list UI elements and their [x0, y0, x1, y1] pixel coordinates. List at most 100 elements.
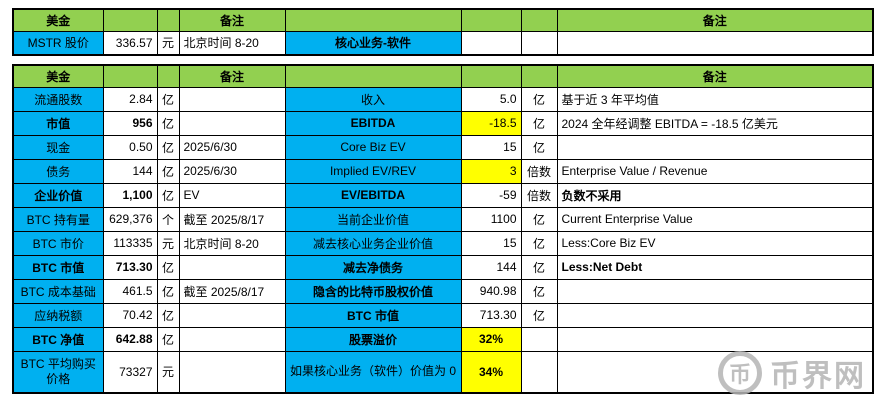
- row-note-cell: [178, 326, 286, 352]
- row-note-cell: [178, 350, 286, 394]
- header-note-right: 备注: [556, 8, 874, 32]
- table-gap: [12, 56, 874, 64]
- mid-value-cell: 34%: [460, 350, 522, 394]
- mid-note-cell: [556, 302, 874, 328]
- mid-label-cell: 股票溢价: [284, 326, 462, 352]
- mid-note-cell: [556, 134, 874, 160]
- empty-header-cell: [460, 8, 522, 32]
- row-unit-cell: 元: [156, 30, 180, 56]
- mid-note-cell: Less:Core Biz EV: [556, 230, 874, 256]
- mid-value-cell: 3: [460, 158, 522, 184]
- header-money: 美金: [12, 64, 104, 88]
- row-unit-cell: 亿: [156, 254, 180, 280]
- row-value-cell: 73327: [102, 350, 158, 394]
- empty-header-cell: [460, 64, 522, 88]
- mid-unit-cell: 亿: [520, 278, 558, 304]
- mid-label-cell: 收入: [284, 86, 462, 112]
- row-value-cell: 956: [102, 110, 158, 136]
- mid-unit-cell: 倍数: [520, 158, 558, 184]
- row-label-cell: BTC 平均购买价格: [12, 350, 104, 394]
- row-label-cell: 企业价值: [12, 182, 104, 208]
- top-table: 美金 备注 备注 MSTR 股价 336.57 元 北京时间 8-20 核心业务…: [12, 8, 874, 56]
- row-label-cell: 应纳税额: [12, 302, 104, 328]
- row-unit-cell: 亿: [156, 302, 180, 328]
- row-unit-cell: 亿: [156, 326, 180, 352]
- mid-unit-cell: [520, 326, 558, 352]
- empty-header-cell: [284, 8, 462, 32]
- row-label-cell: BTC 市价: [12, 230, 104, 256]
- mid-label-cell: Core Biz EV: [284, 134, 462, 160]
- mid-unit-cell: 亿: [520, 254, 558, 280]
- row-label-cell: 流通股数: [12, 86, 104, 112]
- empty-cell: [556, 30, 874, 56]
- mid-unit-cell: 亿: [520, 302, 558, 328]
- mid-value-cell: 5.0: [460, 86, 522, 112]
- empty-header-cell: [520, 64, 558, 88]
- row-note-cell: 截至 2025/8/17: [178, 278, 286, 304]
- mid-label-cell: 减去净债务: [284, 254, 462, 280]
- row-label-cell: BTC 成本基础: [12, 278, 104, 304]
- row-unit-cell: 亿: [156, 86, 180, 112]
- mid-unit-cell: 亿: [520, 134, 558, 160]
- row-note-cell: 北京时间 8-20: [178, 30, 286, 56]
- row-note-cell: 2025/6/30: [178, 134, 286, 160]
- mid-note-cell: 基于近 3 年平均值: [556, 86, 874, 112]
- table-row: BTC 成本基础 461.5 亿截至 2025/8/17 隐含的比特币股权价值 940.…: [12, 278, 874, 304]
- sheet: 美金 备注 备注 MSTR 股价 336.57 元 北京时间 8-20 核心业务…: [12, 8, 874, 394]
- mid-note-cell: Current Enterprise Value: [556, 206, 874, 232]
- row-note-cell: [178, 86, 286, 112]
- empty-cell: [460, 30, 522, 56]
- row-label-cell: 市值: [12, 110, 104, 136]
- row-note-cell: [178, 254, 286, 280]
- mid-note-cell: [556, 278, 874, 304]
- header-note: 备注: [178, 8, 286, 32]
- row-value-cell: 144: [102, 158, 158, 184]
- table-row: 企业价值 1,100 亿 EV EV/EBITDA -59 倍数 负数不采用: [12, 182, 874, 208]
- table-row: 市值 956 亿 EBITDA -18.5 亿 2024 全年经调整 EBITDA = -1…: [12, 110, 874, 136]
- empty-header-cell: [102, 8, 158, 32]
- mid-label-cell: Implied EV/REV: [284, 158, 462, 184]
- mid-value-cell: 940.98: [460, 278, 522, 304]
- mid-unit-cell: 亿: [520, 86, 558, 112]
- mid-label-cell: 核心业务-软件: [284, 30, 462, 56]
- empty-header-cell: [156, 8, 180, 32]
- row-label-cell: 债务: [12, 158, 104, 184]
- mid-label-cell: 当前企业价值: [284, 206, 462, 232]
- table-row: BTC 持有量 629,376 个截至 2025/8/17 当前企业价值 1100 亿 Cu…: [12, 206, 874, 232]
- empty-header-cell: [156, 64, 180, 88]
- mid-note-cell: Less:Net Debt: [556, 254, 874, 280]
- empty-cell: [520, 30, 558, 56]
- mid-note-cell: [556, 326, 874, 352]
- row-note-cell: 2025/6/30: [178, 158, 286, 184]
- row-unit-cell: 元: [156, 350, 180, 394]
- header-money: 美金: [12, 8, 104, 32]
- top-data-row: MSTR 股价 336.57 元 北京时间 8-20 核心业务-软件: [12, 30, 874, 56]
- row-value-cell: 642.88: [102, 326, 158, 352]
- mid-label-cell: 隐含的比特币股权价值: [284, 278, 462, 304]
- row-unit-cell: 亿: [156, 278, 180, 304]
- mid-value-cell: 32%: [460, 326, 522, 352]
- mid-label-cell: EV/EBITDA: [284, 182, 462, 208]
- row-note-cell: EV: [178, 182, 286, 208]
- mid-value-cell: 144: [460, 254, 522, 280]
- row-value-cell: 1,100: [102, 182, 158, 208]
- row-value-cell: 336.57: [102, 30, 158, 56]
- mid-label-cell: 减去核心业务企业价值: [284, 230, 462, 256]
- row-label-cell: BTC 市值: [12, 254, 104, 280]
- mid-value-cell: 15: [460, 230, 522, 256]
- mid-unit-cell: 亿: [520, 110, 558, 136]
- row-note-cell: 截至 2025/8/17: [178, 206, 286, 232]
- row-label-cell: BTC 持有量: [12, 206, 104, 232]
- mid-value-cell: 15: [460, 134, 522, 160]
- row-value-cell: 2.84: [102, 86, 158, 112]
- mid-label-cell: 如果核心业务（软件）价值为 0: [284, 350, 462, 394]
- table-row: BTC 净值 642.88 亿 股票溢价 32%: [12, 326, 874, 352]
- row-value-cell: 70.42: [102, 302, 158, 328]
- row-value-cell: 713.30: [102, 254, 158, 280]
- row-unit-cell: 亿: [156, 134, 180, 160]
- row-value-cell: 629,376: [102, 206, 158, 232]
- table-row: 应纳税额 70.42 亿 BTC 市值 713.30 亿: [12, 302, 874, 328]
- row-unit-cell: 亿: [156, 182, 180, 208]
- mid-unit-cell: 亿: [520, 206, 558, 232]
